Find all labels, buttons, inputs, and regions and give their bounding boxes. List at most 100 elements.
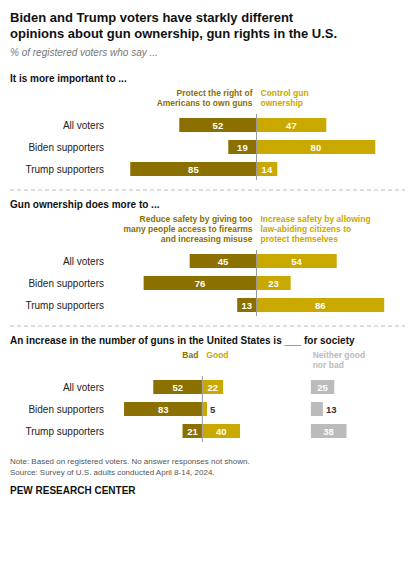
category-label: Trump supporters (25, 426, 104, 437)
labels: All voters 52 47 Biden supporters 19 80 Trump … (25, 120, 321, 175)
data-label: 13 (242, 300, 253, 311)
category-label: All voters (63, 120, 104, 131)
bar (179, 118, 256, 132)
separator (10, 326, 405, 327)
series-label-line: many people access to firearms (124, 224, 253, 234)
bar (237, 298, 256, 312)
series-label: Control gunownership (261, 88, 309, 108)
series-label: Increase safety by allowinglaw-abiding c… (261, 214, 371, 244)
bar (202, 424, 240, 438)
title: Biden and Trump voters have starkly diff… (10, 10, 337, 41)
bar (124, 402, 202, 416)
section-title: It is more important to ... (10, 73, 127, 84)
bars (257, 118, 376, 176)
data-label: 38 (323, 426, 334, 437)
bar (153, 380, 202, 394)
data-label: 40 (216, 426, 227, 437)
separator (10, 190, 405, 191)
series-label: Good (206, 350, 228, 360)
data-label: 25 (317, 382, 328, 393)
data-label: 45 (218, 256, 229, 267)
series-label: Reduce safety by giving toomany people a… (124, 214, 253, 244)
series-label-line: Good (206, 350, 228, 360)
bar (257, 162, 278, 176)
section-title: An increase in the number of guns in the… (10, 335, 355, 346)
category-label: All voters (63, 382, 104, 393)
bar (311, 380, 335, 394)
note: Source: Survey of U.S. adults conducted … (10, 468, 215, 477)
data-label: 83 (158, 404, 169, 415)
section: An increase in the number of guns in the… (10, 335, 365, 442)
chart-page: Biden and Trump voters have starkly diff… (0, 0, 420, 567)
data-label: 22 (207, 382, 218, 393)
bar (228, 140, 256, 154)
series-label-line: Bad (182, 350, 198, 360)
data-label: 13 (326, 404, 337, 415)
series-label-line: and increasing misuse (161, 234, 253, 244)
data-label: 86 (315, 300, 326, 311)
category-label: Trump supporters (25, 164, 104, 175)
series-label-line: Reduce safety by giving too (140, 214, 253, 224)
category-label: Biden supporters (28, 142, 104, 153)
bars (311, 380, 347, 438)
category-label: All voters (63, 256, 104, 267)
section: It is more important to ... Protect the r… (10, 73, 405, 190)
bar (144, 276, 257, 290)
bar (183, 424, 203, 438)
category-label: Trump supporters (25, 300, 104, 311)
data-label: 76 (195, 278, 206, 289)
bar (257, 140, 376, 154)
bar (202, 402, 207, 416)
bar (202, 380, 223, 394)
title-line: Biden and Trump voters have starkly diff… (10, 10, 294, 25)
data-label: 23 (268, 278, 279, 289)
data-label: 54 (291, 256, 302, 267)
bar (257, 118, 327, 132)
data-label: 80 (311, 142, 322, 153)
labels: All voters 45 54 Biden supporters 76 23 Trump … (25, 256, 325, 311)
note: Note: Based on registered voters. No ans… (10, 457, 250, 466)
series-label-line: Increase safety by allowing (261, 214, 371, 224)
data-label: 85 (188, 164, 199, 175)
data-label: 19 (237, 142, 248, 153)
data-label: 5 (210, 404, 216, 415)
series-label: Neither goodnor bad (313, 350, 365, 370)
bars (124, 380, 202, 438)
bars (202, 380, 240, 438)
subtitle: % of registered voters who say ... (10, 47, 158, 58)
data-label: 52 (173, 382, 184, 393)
data-label: 52 (213, 120, 224, 131)
series-label-line: ownership (261, 98, 304, 108)
bar (311, 402, 323, 416)
background (0, 0, 420, 567)
section-title: Gun ownership does more to ... (10, 199, 160, 210)
center-line (202, 376, 203, 442)
bar (257, 298, 385, 312)
series-label-line: Control gun (261, 88, 309, 98)
source: PEW RESEARCH CENTER (10, 485, 136, 496)
series-label-line: protect themselves (261, 234, 339, 244)
series-label-line: Protect the right of (176, 88, 252, 98)
category-label: Biden supporters (28, 278, 104, 289)
section: Gun ownership does more to ... Reduce saf… (10, 199, 405, 326)
center-line (256, 114, 257, 180)
series-label-line: Americans to own guns (157, 98, 253, 108)
data-label: 47 (286, 120, 297, 131)
series-label: Bad (182, 350, 198, 360)
series-label: Protect the right ofAmericans to own gun… (157, 88, 253, 108)
center-line (256, 250, 257, 316)
bars (257, 254, 385, 312)
series-label-line: law-abiding citizens to (261, 224, 352, 234)
data-label: 21 (187, 426, 198, 437)
bar (130, 162, 256, 176)
bar (190, 254, 257, 268)
data-label: 14 (262, 164, 273, 175)
category-label: Biden supporters (28, 404, 104, 415)
series-label-line: Neither good (313, 350, 365, 360)
bars (130, 118, 256, 176)
title-line: opinions about gun ownership, gun rights… (10, 26, 337, 41)
bar (311, 424, 347, 438)
bar (257, 276, 291, 290)
series-label-line: nor bad (313, 360, 344, 370)
labels: All voters 52 22 25 Biden supporters 83 5 13 Tru… (25, 382, 336, 437)
